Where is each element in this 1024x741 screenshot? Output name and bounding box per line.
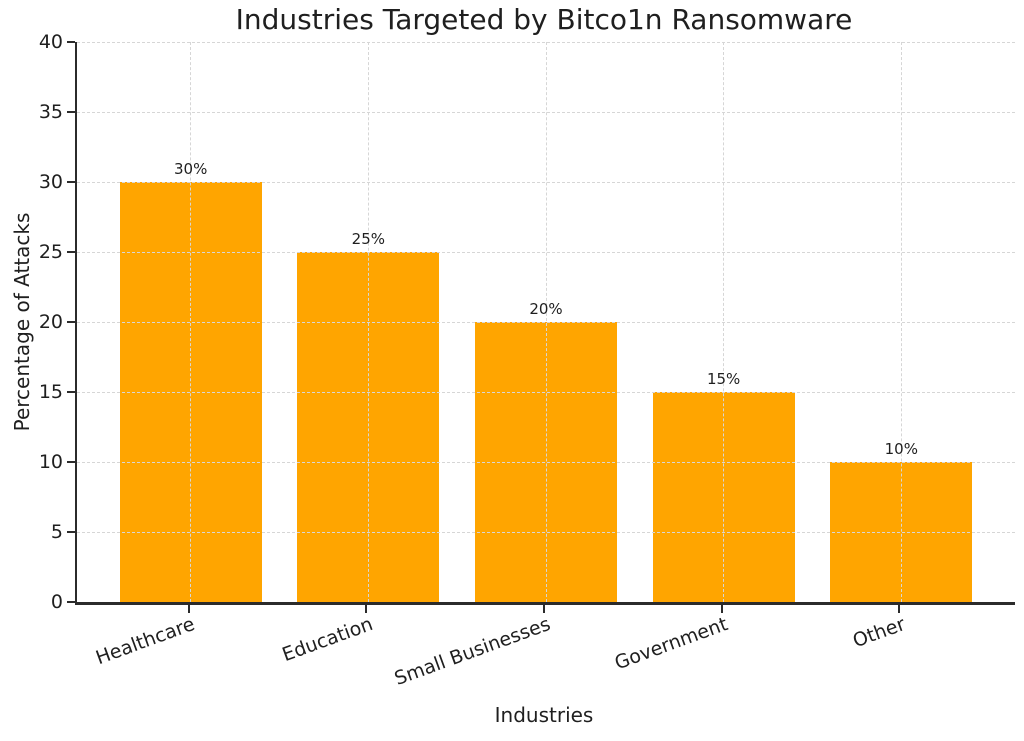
y-tick-mark [67,111,75,113]
bar-value-label: 30% [174,160,208,178]
bar-value-label: 10% [884,440,918,458]
y-tick-mark [67,461,75,463]
y-tick-label: 25 [38,241,63,263]
x-tick-label: Healthcare [93,613,198,670]
gridlines-layer [77,41,1015,602]
plot-area: 30% 25% 20% 15% 10% [75,41,1015,605]
y-tick-label: 0 [50,591,63,613]
x-tick-label: Education [279,613,376,667]
vertical-gridline [723,42,725,602]
y-tick-label: 40 [38,31,63,53]
bar-value-label: 25% [351,230,386,248]
x-tick-mark [543,605,545,613]
x-tick-label: Government [611,613,731,675]
x-axis-label: Industries [494,703,594,727]
y-tick-label: 30 [38,171,63,193]
bar-value-label: 20% [529,300,563,318]
x-tick-label: Other [850,613,909,653]
vertical-gridline [367,42,369,602]
y-tick-mark [67,41,75,43]
y-tick-label: 15 [38,381,63,403]
vertical-gridline [900,42,902,602]
x-tick-mark [720,605,723,613]
chart-title: Industries Targeted by Bitco1n Ransomwar… [235,3,853,36]
y-tick-mark [67,601,75,603]
x-tick-mark [365,605,368,613]
x-tick-mark [187,605,190,613]
y-tick-mark [67,321,75,323]
y-tick-label: 35 [38,101,63,123]
y-tick-mark [67,391,75,393]
vertical-gridline [545,42,547,602]
vertical-gridline [190,42,192,602]
y-tick-mark [67,531,75,533]
y-tick-label: 20 [38,311,63,333]
bar-value-label: 15% [706,370,741,388]
y-tick-label: 10 [38,451,63,473]
x-tick-label: Small Businesses [391,613,554,690]
bar-value-labels-layer: 30% 25% 20% 15% 10% [77,42,1015,602]
y-tick-mark [67,251,75,253]
y-tick-mark [67,181,75,183]
y-tick-label: 5 [50,521,63,543]
x-tick-mark [898,605,901,613]
